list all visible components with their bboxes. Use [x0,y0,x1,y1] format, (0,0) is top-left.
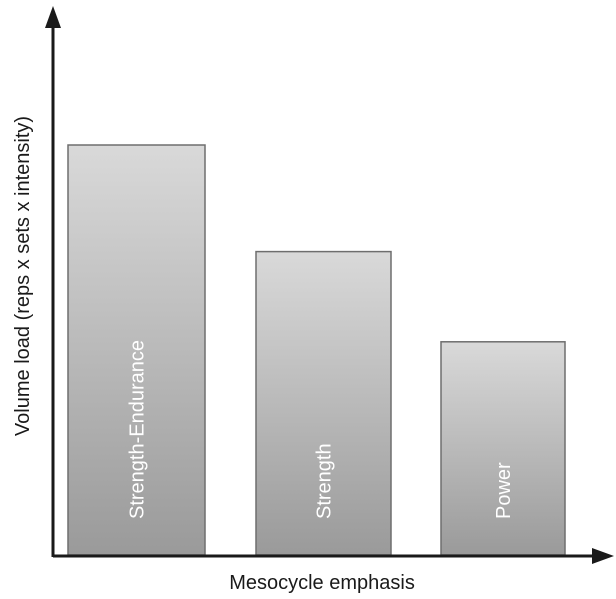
x-axis-label: Mesocycle emphasis [229,572,415,594]
bar-label-strength-endurance: Strength-Endurance [127,340,149,519]
bars-layer: Strength-Endurance Strength Power [67,144,566,556]
bar-strength-endurance [67,144,206,556]
y-axis-arrow [45,6,61,28]
axes-layer [45,6,614,564]
y-axis-label: Volume load (reps x sets x intensity) [12,116,34,436]
bar-power [440,341,566,556]
bar-label-power: Power [493,462,515,519]
x-axis-arrow [592,548,614,564]
bar-strength [255,250,392,556]
bar-label-strength: Strength [314,443,336,519]
